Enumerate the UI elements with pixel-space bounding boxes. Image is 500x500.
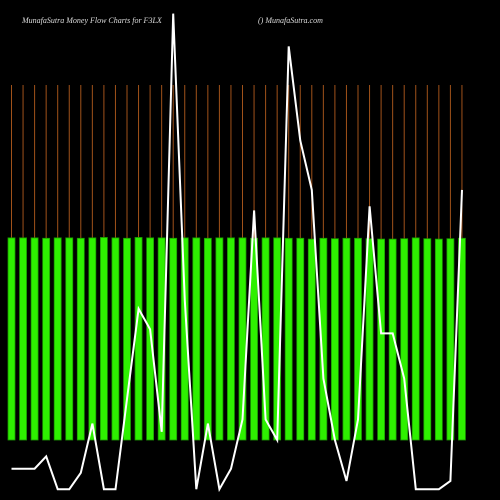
bar — [446, 238, 455, 441]
bar — [388, 238, 397, 441]
bar — [76, 237, 85, 441]
bar — [365, 238, 374, 441]
chart-title: MunafaSutra Money Flow Charts for F3LX — [21, 16, 163, 25]
bar — [411, 237, 420, 441]
chart-subtitle: () MunafaSutra.com — [258, 16, 323, 25]
bar — [123, 237, 131, 441]
bar — [42, 237, 51, 441]
bar — [88, 237, 97, 441]
bar — [169, 237, 178, 441]
bar — [65, 237, 74, 441]
bar — [203, 237, 212, 441]
bar — [215, 237, 224, 441]
bar — [307, 238, 316, 441]
bar — [284, 237, 293, 441]
bar — [19, 237, 27, 441]
bar — [423, 238, 432, 441]
bar — [134, 237, 143, 441]
bar — [30, 237, 39, 441]
bar — [7, 237, 16, 441]
bar — [146, 237, 155, 441]
bar — [192, 237, 201, 441]
bar — [180, 237, 189, 441]
bar — [458, 237, 466, 441]
bar — [319, 237, 328, 441]
bar — [400, 238, 409, 441]
bar — [434, 238, 443, 441]
bar — [377, 238, 386, 441]
bar — [227, 237, 235, 441]
bar — [250, 237, 258, 441]
bar — [342, 237, 351, 441]
bar — [296, 237, 305, 441]
bar — [100, 237, 108, 441]
bar — [53, 237, 62, 441]
bar — [330, 238, 339, 441]
bar — [111, 237, 120, 441]
price-line — [11, 13, 463, 493]
